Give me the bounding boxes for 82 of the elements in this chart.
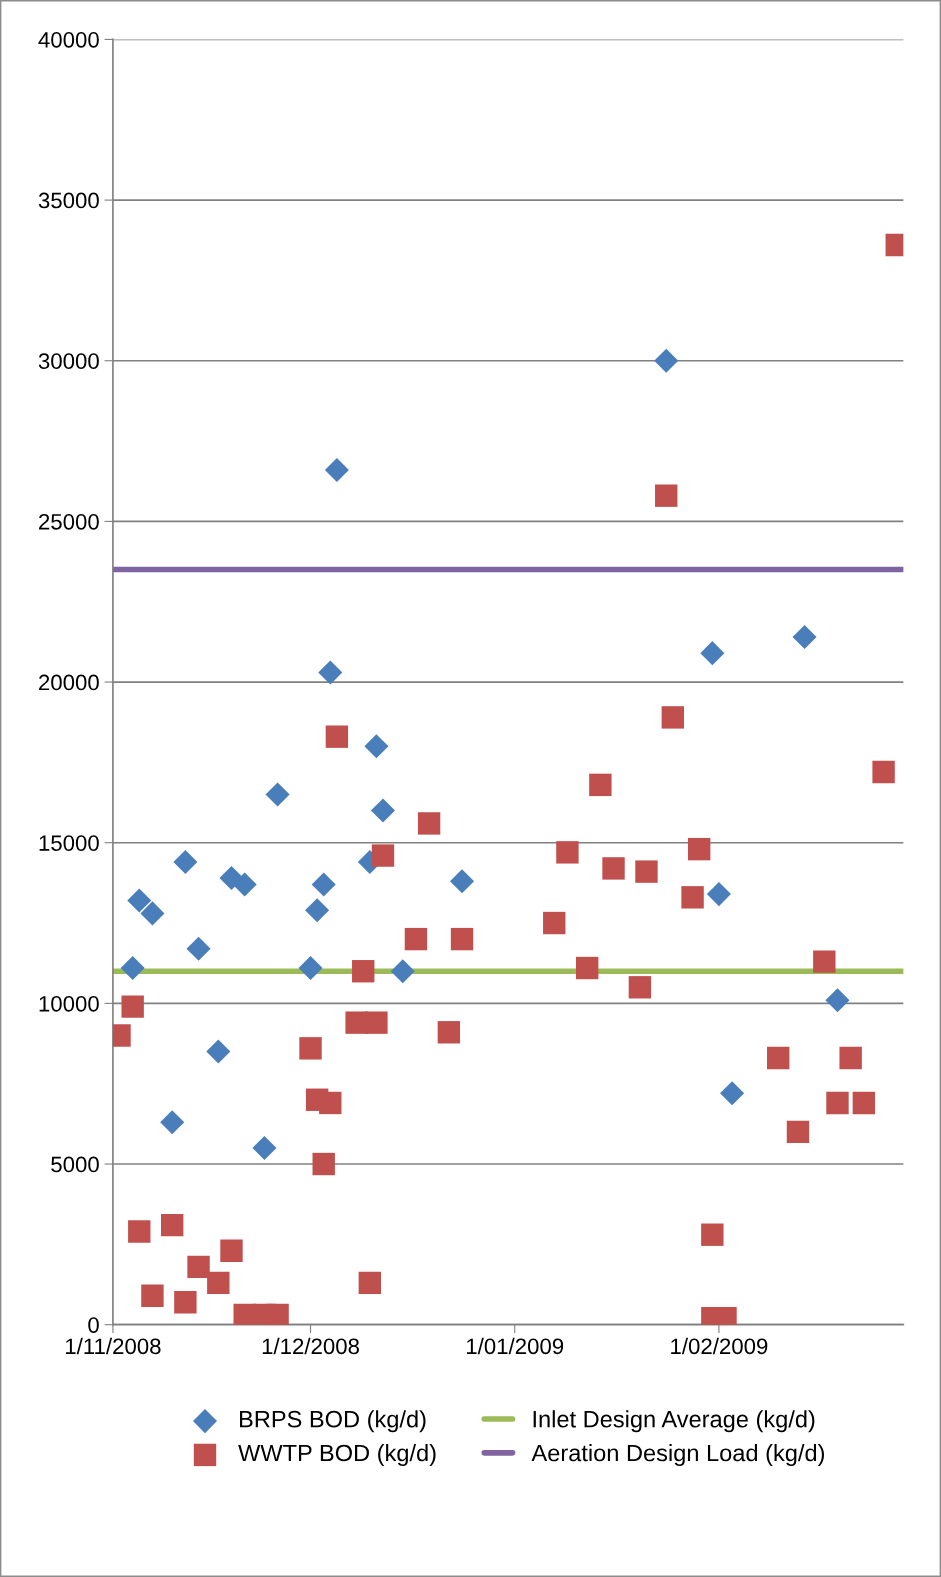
x-tick-label: 1/01/2009 xyxy=(467,1337,564,1355)
point xyxy=(311,872,336,897)
point xyxy=(628,976,652,999)
legend-label: Inlet Design Average (kg/d) xyxy=(533,1410,815,1433)
point xyxy=(232,872,257,897)
point xyxy=(839,1046,862,1070)
point xyxy=(417,812,441,835)
point xyxy=(872,760,895,784)
point xyxy=(792,625,817,650)
point xyxy=(325,725,349,748)
point xyxy=(371,844,395,867)
y-tick-label: 25000 xyxy=(39,513,99,530)
point xyxy=(352,960,375,983)
y-tick-label: 30000 xyxy=(38,353,99,370)
point xyxy=(298,955,323,981)
legend-label: BRPS BOD (kg/d) xyxy=(240,1410,426,1433)
y-tick-label: 0 xyxy=(88,1317,99,1333)
y-tick-label: 5000 xyxy=(51,1156,99,1173)
legend-label: Aeration Design Load (kg/d) xyxy=(531,1444,824,1467)
legend-label: WWTP BOD (kg/d) xyxy=(238,1444,436,1467)
point xyxy=(706,882,731,907)
point xyxy=(700,641,725,666)
point xyxy=(265,782,290,807)
point xyxy=(160,1110,185,1135)
point xyxy=(319,1091,342,1115)
point xyxy=(687,837,711,861)
point xyxy=(141,1284,164,1307)
y-tick-label: 40000 xyxy=(38,31,99,48)
point xyxy=(252,1135,277,1160)
point xyxy=(128,1220,151,1243)
point xyxy=(187,1255,210,1279)
x-tick-label: 1/12/2008 xyxy=(262,1337,359,1355)
point xyxy=(825,988,850,1013)
point xyxy=(206,1039,231,1064)
point xyxy=(720,1081,745,1106)
y-tick-label: 15000 xyxy=(39,835,99,851)
x-tick-label: 1/11/2008 xyxy=(66,1337,161,1355)
point xyxy=(602,857,625,880)
point xyxy=(121,995,144,1018)
point xyxy=(207,1271,230,1295)
point xyxy=(365,1011,388,1034)
point xyxy=(120,955,145,981)
point xyxy=(786,1120,810,1144)
x-tick-label: 1/02/2009 xyxy=(671,1337,768,1355)
point xyxy=(635,860,658,883)
point xyxy=(767,1046,790,1070)
point xyxy=(266,1303,289,1325)
point xyxy=(681,886,704,909)
point xyxy=(318,660,343,685)
point xyxy=(299,1037,322,1060)
point xyxy=(161,1213,184,1237)
point xyxy=(575,956,599,980)
point xyxy=(813,950,836,973)
point xyxy=(312,1152,335,1176)
point xyxy=(701,1223,724,1246)
y-tick-label: 20000 xyxy=(39,674,99,691)
point xyxy=(127,888,152,913)
point xyxy=(589,773,612,797)
point xyxy=(450,927,474,951)
y-tick-label: 10000 xyxy=(39,995,99,1012)
point xyxy=(404,927,428,951)
point xyxy=(556,841,579,864)
point xyxy=(654,348,679,373)
point xyxy=(174,1290,197,1314)
point xyxy=(220,1239,243,1262)
point xyxy=(173,849,198,875)
point xyxy=(450,869,475,894)
point xyxy=(543,911,566,935)
point xyxy=(437,1021,461,1044)
point xyxy=(661,706,685,729)
point xyxy=(370,798,396,823)
point xyxy=(186,936,211,961)
point xyxy=(390,959,415,984)
point xyxy=(852,1091,876,1115)
point xyxy=(140,901,165,926)
point xyxy=(305,898,330,923)
point xyxy=(358,1271,382,1295)
point xyxy=(826,1091,849,1115)
point xyxy=(364,734,389,759)
point xyxy=(324,457,349,483)
point xyxy=(655,484,678,507)
y-tick-label: 35000 xyxy=(38,192,99,209)
